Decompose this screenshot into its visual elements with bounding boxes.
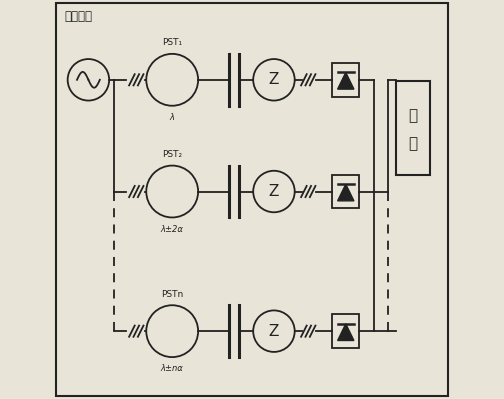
Bar xyxy=(332,175,359,208)
Bar xyxy=(396,81,429,175)
Text: PSTn: PSTn xyxy=(161,290,183,299)
Polygon shape xyxy=(338,184,354,201)
Polygon shape xyxy=(338,324,354,340)
Text: PST₁: PST₁ xyxy=(162,38,182,47)
Bar xyxy=(332,63,359,97)
Text: 载: 载 xyxy=(408,136,417,151)
Text: Z: Z xyxy=(269,72,279,87)
Text: 负: 负 xyxy=(408,108,417,123)
Text: λ: λ xyxy=(170,113,175,122)
Bar xyxy=(332,314,359,348)
Text: λ±nα: λ±nα xyxy=(161,364,183,373)
Text: λ±2α: λ±2α xyxy=(161,225,183,234)
Text: 交流电网: 交流电网 xyxy=(65,10,92,23)
Text: Z: Z xyxy=(269,184,279,199)
Text: Z: Z xyxy=(269,324,279,339)
Text: PST₂: PST₂ xyxy=(162,150,182,159)
Polygon shape xyxy=(338,73,354,89)
